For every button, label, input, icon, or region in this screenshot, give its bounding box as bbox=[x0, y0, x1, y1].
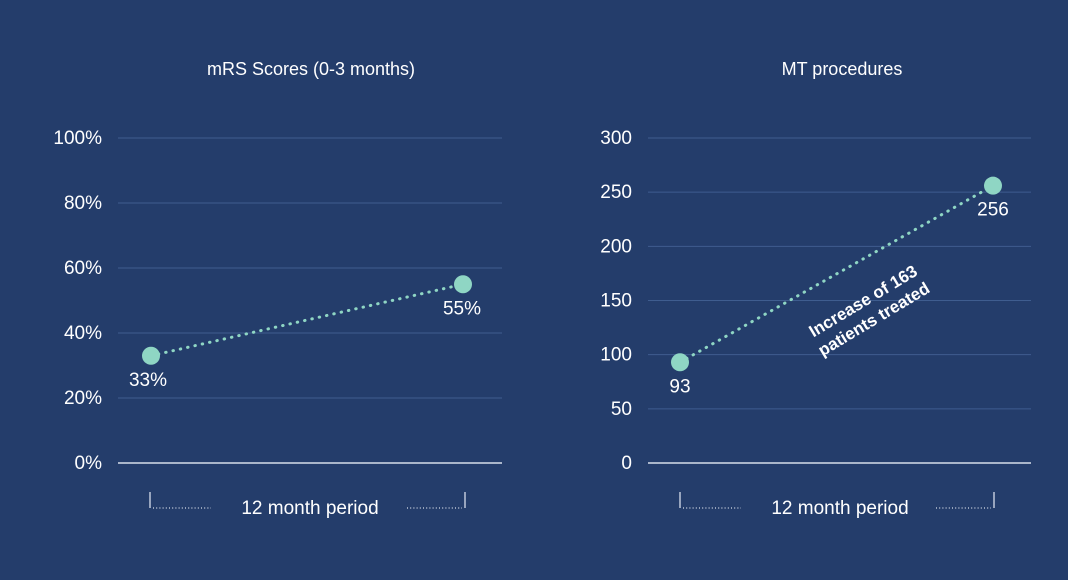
data-series: 93 256 Increase of 163patients treated bbox=[669, 176, 1009, 397]
mt-procedures-chart: MT procedures 300 250 200 150 100 50 0 93 256 In… bbox=[600, 59, 1031, 519]
data-point-marker bbox=[142, 346, 160, 365]
y-tick-label: 60% bbox=[64, 258, 102, 279]
x-axis-caption-group: 12 month period bbox=[679, 492, 995, 519]
trend-annotation: Increase of 163patients treated bbox=[804, 261, 933, 360]
y-tick-label: 50 bbox=[611, 399, 632, 420]
x-axis-caption: 12 month period bbox=[771, 498, 908, 519]
y-tick-label: 0% bbox=[75, 453, 103, 474]
y-tick-label: 20% bbox=[64, 388, 102, 409]
mrs-scores-chart: mRS Scores (0-3 months) 100% 80% 60% 40% 20%… bbox=[53, 59, 502, 519]
dotted-connector-line bbox=[678, 184, 995, 364]
y-tick-label: 100% bbox=[53, 128, 102, 149]
y-axis-tick-labels: 100% 80% 60% 40% 20% 0% bbox=[53, 128, 102, 474]
dotted-connector-line bbox=[149, 282, 465, 358]
gridlines bbox=[118, 137, 502, 464]
data-series: 33% 55% bbox=[129, 275, 481, 391]
y-tick-label: 300 bbox=[600, 128, 632, 149]
data-point-marker bbox=[454, 275, 472, 294]
chart-title: mRS Scores (0-3 months) bbox=[207, 59, 415, 79]
y-tick-label: 250 bbox=[600, 182, 632, 203]
chart-title: MT procedures bbox=[782, 59, 903, 79]
x-axis-caption-group: 12 month period bbox=[149, 492, 466, 519]
data-label: 55% bbox=[443, 298, 481, 319]
data-point-marker bbox=[984, 176, 1002, 195]
data-label: 93 bbox=[669, 376, 690, 397]
y-tick-label: 150 bbox=[600, 291, 632, 312]
gridlines bbox=[648, 137, 1031, 464]
data-label: 256 bbox=[977, 200, 1009, 221]
y-tick-label: 80% bbox=[64, 193, 102, 214]
data-label: 33% bbox=[129, 370, 167, 391]
y-axis-tick-labels: 300 250 200 150 100 50 0 bbox=[600, 128, 632, 474]
y-tick-label: 0 bbox=[621, 453, 632, 474]
y-tick-label: 100 bbox=[600, 345, 632, 366]
x-axis-caption: 12 month period bbox=[241, 498, 378, 519]
data-point-marker bbox=[671, 353, 689, 372]
y-tick-label: 40% bbox=[64, 323, 102, 344]
y-tick-label: 200 bbox=[600, 236, 632, 257]
